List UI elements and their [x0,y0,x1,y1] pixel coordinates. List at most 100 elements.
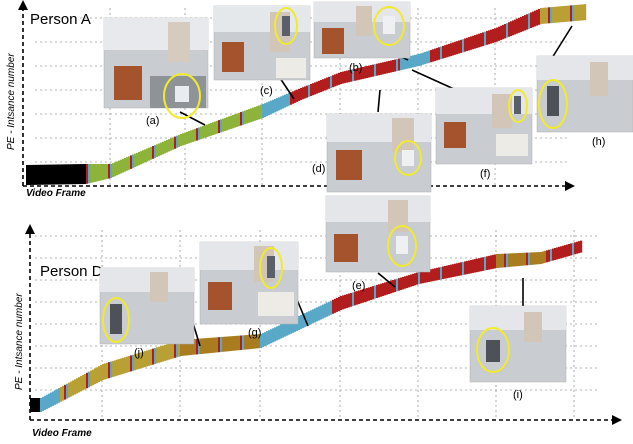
band-stripe [420,271,423,284]
band-stripe [174,136,177,149]
band-stripe [448,43,451,57]
band-stripe [344,294,347,309]
band-stripe [254,334,257,349]
band-stripe [294,317,297,332]
band-stripe [324,78,327,91]
band-stripe [346,70,349,83]
band-stripe [406,56,409,69]
band-stripe [28,164,31,185]
band-stripe [190,339,193,355]
band-stripe [388,60,391,73]
band-stripe [450,43,453,57]
band-stripe [232,336,235,351]
band-stripe [146,350,149,367]
band-stripe [482,32,485,47]
band-stripe [234,335,237,351]
band-stripe [176,341,179,358]
band-stripe [244,335,247,350]
band-stripe [238,112,241,127]
band-stripe [416,272,419,285]
band-stripe [528,252,531,266]
band-stripe [236,113,239,127]
thumbnail-i [469,305,567,383]
band-stripe [512,253,515,267]
band-stripe [476,258,479,273]
band-stripe [572,242,575,255]
band-stripe [372,286,375,300]
band-stripe [154,145,157,158]
band-stripe [318,80,321,93]
band-stripe [286,93,289,107]
band-stripe [414,273,417,286]
thumbnail-b [313,1,411,59]
band-stripe [384,282,387,296]
band-stripe [368,287,371,301]
band-stripe [392,60,395,72]
band-stripe [410,55,413,68]
band-stripe [456,263,459,277]
band-stripe [382,62,385,75]
band-stripe [348,70,351,83]
band-stripe [284,94,287,108]
band-stripe [394,59,397,72]
band-stripe [144,351,147,368]
band-stripe [222,118,225,132]
band-stripe [308,84,311,97]
band-stripe [240,112,243,126]
x-axis-arrow-d [612,415,622,425]
band-stripe [462,39,465,53]
band-stripe [204,125,207,138]
band-stripe [218,337,221,353]
band-stripe [248,109,251,123]
band-stripe [408,275,411,288]
band-stripe [538,252,541,265]
band-stripe [102,364,105,380]
band-stripe [352,292,355,306]
band-stripe [162,141,165,155]
band-stripe [360,289,363,304]
band-stripe [296,89,299,102]
band-stripe [548,7,551,24]
band-stripe [436,267,439,281]
band-stripe [88,371,91,388]
band-stripe [516,253,519,267]
band-stripe [520,16,523,32]
band-stripe [342,71,345,84]
band-stripe [530,12,533,28]
band-stripe [90,370,93,387]
band-stripe [338,296,341,311]
band-stripe [398,278,401,291]
band-stripe [92,369,95,386]
band-stripe [438,267,441,280]
band-stripe [340,72,343,84]
band-stripe [206,338,209,354]
band-stripe [346,294,349,308]
band-stripe [34,164,37,185]
band-stripe [182,339,185,356]
band-stripe [36,398,39,412]
band-stripe [58,164,61,185]
band-stripe [60,164,63,185]
band-stripe [206,124,209,138]
band-stripe [310,310,313,325]
band-stripe [172,342,175,359]
band-stripe [454,41,457,55]
band-stripe [428,269,431,282]
band-stripe [356,291,359,305]
band-stripe [254,106,257,121]
thumbnail-f [435,87,533,165]
band-stripe [30,164,33,185]
band-stripe [88,164,91,184]
band-stripe [338,72,341,85]
band-stripe [210,337,213,353]
band-stripe [110,164,113,178]
band-stripe [526,14,529,30]
band-stripe [518,253,521,266]
band-stripe [340,296,343,310]
band-stripe [426,270,429,283]
band-stripe [572,5,575,22]
band-stripe [120,159,123,174]
band-stripe [198,127,201,140]
band-stripe [316,307,319,322]
band-stripe [576,241,579,254]
